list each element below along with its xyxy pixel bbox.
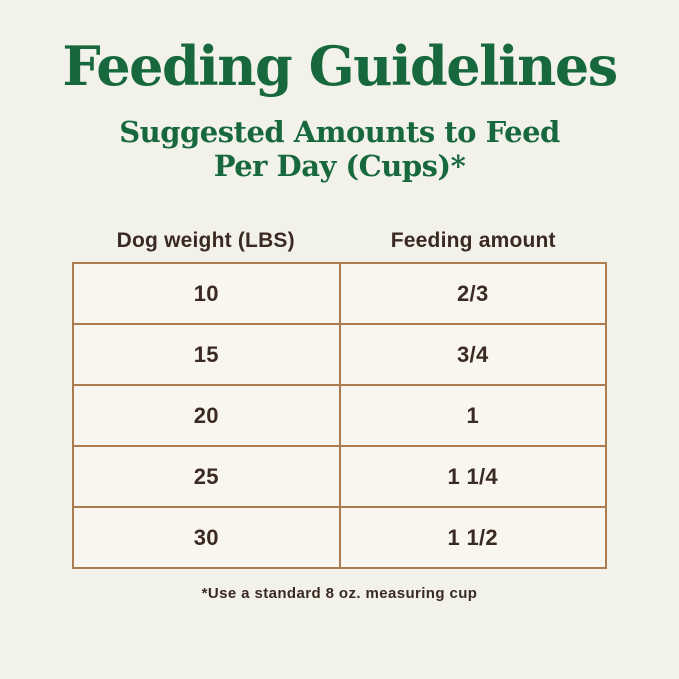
footnote: *Use a standard 8 oz. measuring cup <box>201 585 478 603</box>
feeding-amount-cell: 1 1/4 <box>338 445 607 509</box>
subtitle-line-1: Suggested Amounts to Feed <box>119 114 560 149</box>
dog-weight-cell: 15 <box>72 323 341 387</box>
feeding-amount-cell: 2/3 <box>338 262 607 326</box>
table-column-headers: Dog weight (LBS) Feeding amount <box>72 229 607 253</box>
feeding-table-area: Dog weight (LBS) Feeding amount 10 2/3 1… <box>72 229 607 570</box>
feeding-amount-cell: 1 1/2 <box>338 506 607 570</box>
column-header-feeding-amount: Feeding amount <box>390 229 556 253</box>
page-title: Feeding Guidelines <box>62 34 618 98</box>
feeding-table: 10 2/3 15 3/4 20 1 25 1 1/4 30 1 1/2 <box>72 262 607 570</box>
dog-weight-cell: 20 <box>72 384 341 448</box>
feeding-amount-cell: 1 <box>338 384 607 448</box>
table-row: 10 2/3 <box>72 262 607 326</box>
feeding-amount-cell: 3/4 <box>338 323 607 387</box>
table-row: 15 3/4 <box>72 323 607 387</box>
table-row: 20 1 <box>72 384 607 448</box>
dog-weight-cell: 25 <box>72 445 341 509</box>
table-row: 30 1 1/2 <box>72 506 607 570</box>
subtitle-line-2: Per Day (Cups)* <box>213 148 466 183</box>
dog-weight-cell: 30 <box>72 506 341 570</box>
column-header-dog-weight: Dog weight (LBS) <box>116 229 295 253</box>
dog-weight-cell: 10 <box>72 262 341 326</box>
page-subtitle: Suggested Amounts to Feed Per Day (Cups)* <box>119 115 560 183</box>
table-row: 25 1 1/4 <box>72 445 607 509</box>
